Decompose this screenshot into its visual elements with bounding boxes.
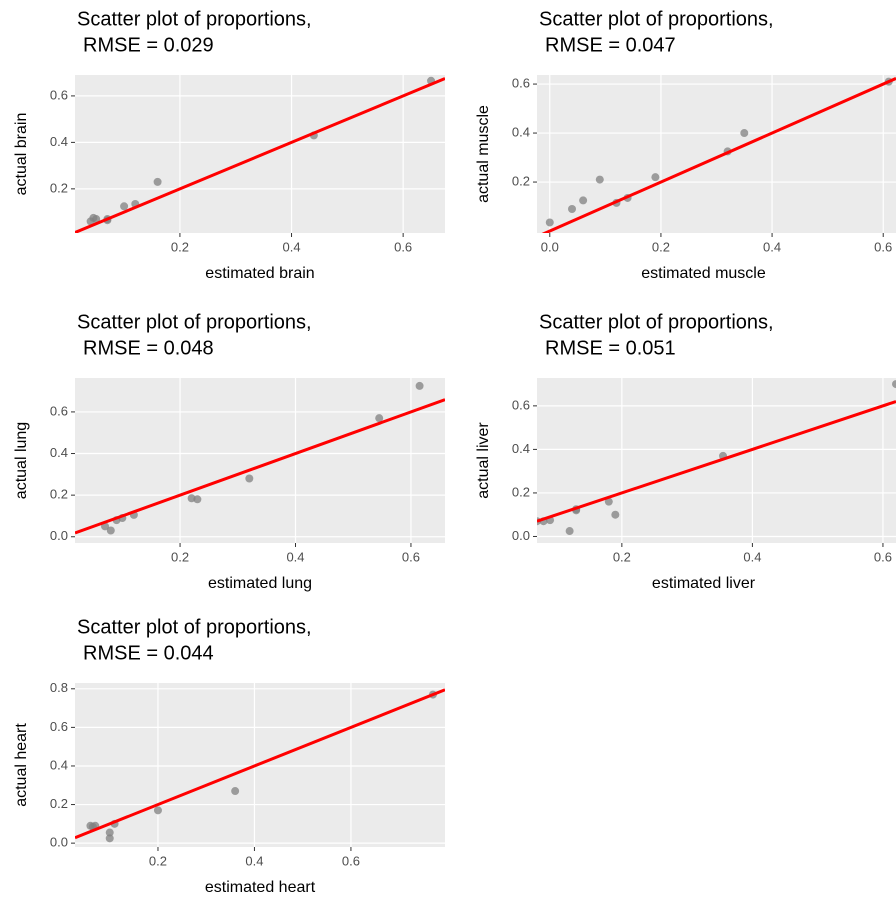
- title: Scatter plot of proportions,: [539, 311, 774, 333]
- point: [415, 381, 424, 390]
- x-tick-label: 0.6: [874, 239, 892, 254]
- reference-line: [75, 398, 445, 535]
- y-tick-label: 0.6: [512, 76, 530, 91]
- point: [105, 828, 114, 837]
- x-tick-label: 0.6: [874, 549, 892, 564]
- x-tick-label: 0.4: [743, 549, 761, 564]
- y-tick-label: 0.4: [512, 124, 530, 139]
- y-tick-label: 0.4: [50, 445, 68, 460]
- y-tick-label: 0.6: [50, 719, 68, 734]
- x-tick-label: 0.4: [282, 239, 300, 254]
- x-tick-label: 0.2: [652, 239, 670, 254]
- y-tick-label: 0.0: [50, 835, 68, 850]
- y-tick-label: 0.2: [512, 484, 530, 499]
- x-tick-label: 0.2: [171, 239, 189, 254]
- point: [740, 129, 749, 138]
- y-tick-label: 0.4: [512, 441, 530, 456]
- x-tick-label: 0.6: [402, 549, 420, 564]
- title: RMSE = 0.048: [83, 337, 214, 359]
- y-tick-label: 0.4: [50, 134, 68, 149]
- point: [579, 196, 588, 205]
- y-tick-label: 0.2: [50, 487, 68, 502]
- y-axis-title: actual brain: [13, 113, 30, 196]
- x-tick-label: 0.2: [613, 549, 631, 564]
- y-tick-label: 0.2: [512, 173, 530, 188]
- panel: Scatter plot of proportions, RMSE = 0.048…: [13, 311, 445, 592]
- y-axis-title: actual liver: [475, 422, 492, 499]
- x-axis-title: estimated lung: [208, 575, 312, 592]
- point: [231, 787, 240, 796]
- point: [153, 177, 162, 186]
- y-tick-label: 0.2: [50, 180, 68, 195]
- y-axis-title: actual muscle: [475, 105, 492, 203]
- point: [105, 834, 114, 843]
- title: RMSE = 0.051: [545, 337, 676, 359]
- plot-content: [75, 76, 445, 233]
- point: [106, 526, 115, 535]
- title: Scatter plot of proportions,: [77, 311, 312, 333]
- plot-content: [541, 77, 896, 233]
- x-tick-label: 0.2: [171, 549, 189, 564]
- point: [86, 217, 95, 226]
- plot-content: [75, 688, 445, 843]
- plot-background: [537, 75, 896, 233]
- y-tick-label: 0.8: [50, 680, 68, 695]
- title: Scatter plot of proportions,: [77, 8, 312, 30]
- y-tick-label: 0.6: [50, 403, 68, 418]
- panel: Scatter plot of proportions, RMSE = 0.029…: [13, 8, 445, 282]
- title: Scatter plot of proportions,: [77, 616, 312, 638]
- title: RMSE = 0.029: [83, 34, 214, 56]
- y-tick-label: 0.6: [50, 87, 68, 102]
- x-tick-label: 0.6: [342, 853, 360, 868]
- point: [153, 806, 162, 815]
- point: [187, 494, 196, 503]
- y-tick-label: 0.4: [50, 757, 68, 772]
- reference-line: [537, 400, 896, 523]
- point: [568, 204, 577, 213]
- x-tick-label: 0.0: [541, 239, 559, 254]
- point: [892, 380, 896, 389]
- reference-line: [541, 77, 896, 233]
- title: Scatter plot of proportions,: [539, 8, 774, 30]
- y-axis-title: actual lung: [13, 422, 30, 499]
- panel: Scatter plot of proportions, RMSE = 0.044…: [13, 616, 445, 896]
- point: [120, 202, 129, 211]
- x-axis-title: estimated liver: [652, 575, 756, 592]
- point: [565, 527, 574, 536]
- plot-background: [75, 378, 445, 543]
- y-tick-label: 0.2: [50, 796, 68, 811]
- title: RMSE = 0.044: [83, 642, 214, 664]
- panel: Scatter plot of proportions, RMSE = 0.051…: [475, 311, 896, 592]
- y-axis-title: actual heart: [13, 723, 30, 807]
- point: [595, 175, 604, 184]
- x-axis-title: estimated muscle: [641, 265, 766, 282]
- y-tick-label: 0.0: [50, 528, 68, 543]
- point: [611, 510, 620, 519]
- y-tick-label: 0.0: [512, 528, 530, 543]
- point: [375, 414, 384, 423]
- point: [545, 218, 554, 227]
- point: [651, 173, 660, 182]
- x-tick-label: 0.4: [763, 239, 781, 254]
- x-tick-label: 0.6: [394, 239, 412, 254]
- x-axis-title: estimated heart: [205, 879, 316, 896]
- x-tick-label: 0.4: [286, 549, 304, 564]
- panel: Scatter plot of proportions, RMSE = 0.047…: [475, 8, 896, 282]
- title: RMSE = 0.047: [545, 34, 676, 56]
- reference-line: [75, 688, 445, 840]
- plot-content: [537, 380, 896, 536]
- point: [604, 497, 613, 506]
- x-axis-title: estimated brain: [205, 265, 314, 282]
- plot-content: [75, 381, 445, 535]
- point: [245, 474, 254, 483]
- x-tick-label: 0.4: [245, 853, 263, 868]
- y-tick-label: 0.6: [512, 397, 530, 412]
- reference-line: [75, 77, 445, 233]
- x-tick-label: 0.2: [149, 853, 167, 868]
